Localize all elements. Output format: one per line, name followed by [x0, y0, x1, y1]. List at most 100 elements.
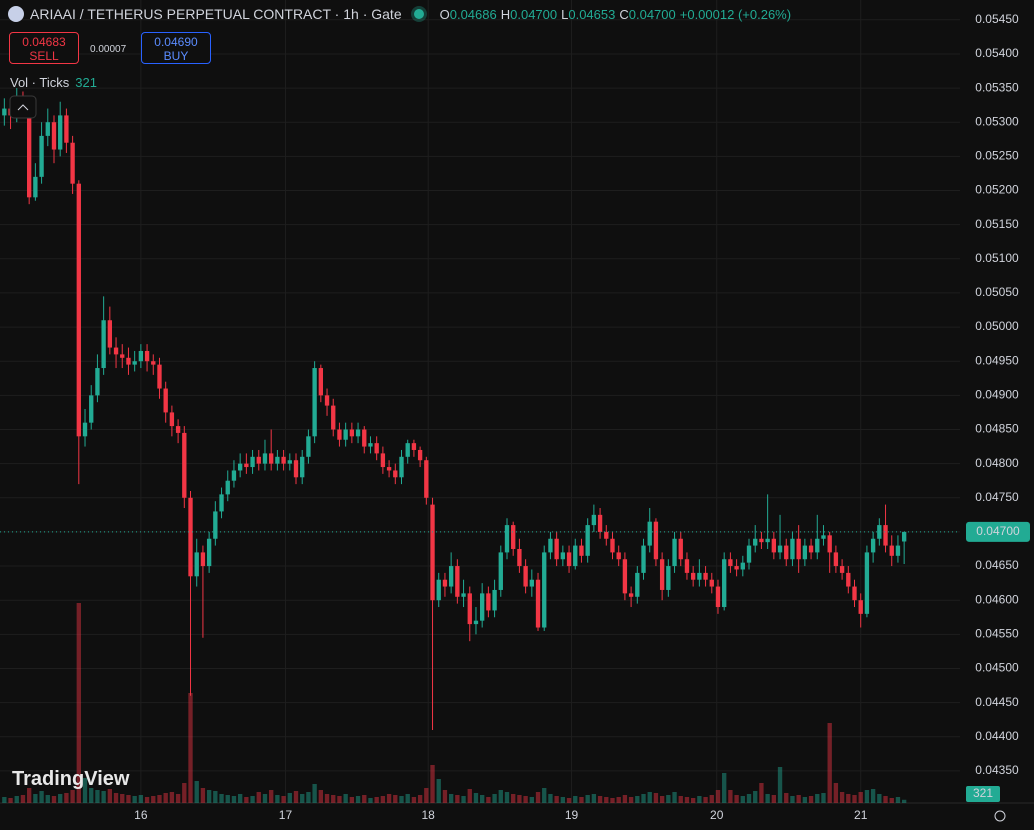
- volume-bar: [815, 794, 820, 803]
- volume-bar: [492, 794, 497, 803]
- candle-body: [833, 552, 839, 567]
- ohlc-key: O: [439, 7, 450, 22]
- y-tick-label: 0.04650: [975, 558, 1019, 572]
- candle-body: [225, 480, 230, 495]
- volume-bar: [424, 788, 429, 803]
- candle-body: [740, 562, 745, 570]
- volume-bar: [579, 797, 584, 803]
- last-price-tag: [966, 521, 1030, 542]
- candle-body: [690, 572, 696, 580]
- candle-body: [89, 395, 94, 423]
- volume-bar: [802, 797, 808, 803]
- volume-bar: [237, 794, 243, 803]
- y-tick-label: 0.04800: [975, 456, 1019, 470]
- y-tick-label: 0.05200: [975, 183, 1019, 197]
- volume-title: Vol · Ticks: [10, 75, 70, 90]
- y-tick-label: 0.05450: [975, 12, 1019, 26]
- volume-bar: [256, 792, 261, 803]
- volume-bar: [641, 794, 646, 803]
- candle-body: [622, 559, 628, 594]
- y-tick-label: 0.04950: [975, 353, 1019, 367]
- volume-bar: [895, 797, 901, 803]
- volume-bar: [734, 795, 739, 803]
- volume-bar: [523, 796, 528, 803]
- candle-body: [374, 443, 379, 454]
- volume-bar: [461, 796, 466, 803]
- x-tick-label: 17: [279, 808, 293, 822]
- candle-body: [70, 142, 75, 184]
- candle-body: [194, 552, 199, 577]
- volume-bar: [486, 797, 491, 803]
- volume-bar: [343, 794, 348, 803]
- candle-body: [107, 320, 113, 348]
- volume-bar: [535, 792, 541, 803]
- candle-body: [213, 511, 218, 539]
- sell-button[interactable]: 0.04683 SELL: [9, 32, 79, 64]
- buy-button[interactable]: 0.04690 BUY: [141, 32, 211, 64]
- settings-icon[interactable]: [994, 810, 1006, 822]
- volume-bar: [120, 794, 125, 803]
- candle-body: [815, 538, 820, 553]
- x-tick-label: 21: [854, 808, 868, 822]
- volume-bar: [554, 796, 559, 803]
- candle-body: [442, 579, 448, 587]
- volume-bar: [808, 796, 814, 803]
- candle-body: [386, 467, 392, 471]
- volume-bar: [2, 797, 7, 803]
- candle-body: [535, 579, 541, 628]
- ohlc-key: L: [561, 7, 569, 22]
- volume-bar: [604, 797, 609, 803]
- candle-body: [467, 593, 472, 625]
- collapse-button[interactable]: [9, 95, 37, 119]
- volume-bar: [753, 791, 758, 803]
- volume-bar: [269, 790, 274, 803]
- collapse-arrow: [17, 104, 29, 111]
- buy-label: BUY: [163, 49, 189, 63]
- ohlc-value: 0.04700: [628, 7, 676, 22]
- volume-bar: [560, 797, 566, 803]
- volume-bar: [244, 797, 249, 803]
- candle-body: [244, 463, 249, 468]
- candle-body: [405, 443, 410, 457]
- candle-body: [529, 579, 534, 587]
- candle-body: [64, 115, 69, 143]
- candle-body: [870, 538, 876, 553]
- candle-body: [455, 566, 460, 597]
- volume-bar: [300, 794, 305, 803]
- volume-bar: [517, 795, 522, 803]
- candle-body: [610, 538, 615, 553]
- candle-body: [542, 552, 547, 628]
- volume-bar: [405, 794, 410, 803]
- market-status[interactable]: [413, 9, 424, 19]
- volume-bar: [95, 790, 100, 803]
- volume-bar: [417, 795, 423, 803]
- volume-bar: [70, 790, 75, 803]
- candle-body: [753, 538, 758, 546]
- ohlc-key: C: [619, 7, 629, 22]
- volume-bar: [219, 794, 224, 803]
- volume-bar: [821, 793, 826, 803]
- volume-bar: [107, 789, 113, 803]
- y-tick-label: 0.05150: [975, 217, 1019, 231]
- volume-bar: [746, 794, 752, 803]
- candle-body: [318, 368, 323, 396]
- candle-body: [175, 426, 181, 433]
- candle-body: [188, 497, 193, 577]
- candle-body: [473, 620, 479, 625]
- y-tick-label: 0.04500: [975, 661, 1019, 675]
- ohlc-value: 0.04700: [510, 7, 558, 22]
- volume-bar: [64, 793, 69, 803]
- volume-bar: [722, 773, 727, 803]
- candle-body: [76, 183, 81, 437]
- volume-bar: [206, 790, 212, 803]
- candle-body: [635, 572, 640, 597]
- volume-bar: [442, 790, 448, 803]
- header: ARIAAI / TETHERUS PERPETUAL CONTRACT · 1…: [8, 6, 791, 22]
- candle-body: [715, 586, 721, 608]
- volume-bar: [144, 797, 150, 803]
- candle-body: [827, 535, 832, 553]
- volume-bar: [635, 796, 640, 803]
- volume-bar: [113, 793, 119, 803]
- candle-body: [306, 436, 311, 457]
